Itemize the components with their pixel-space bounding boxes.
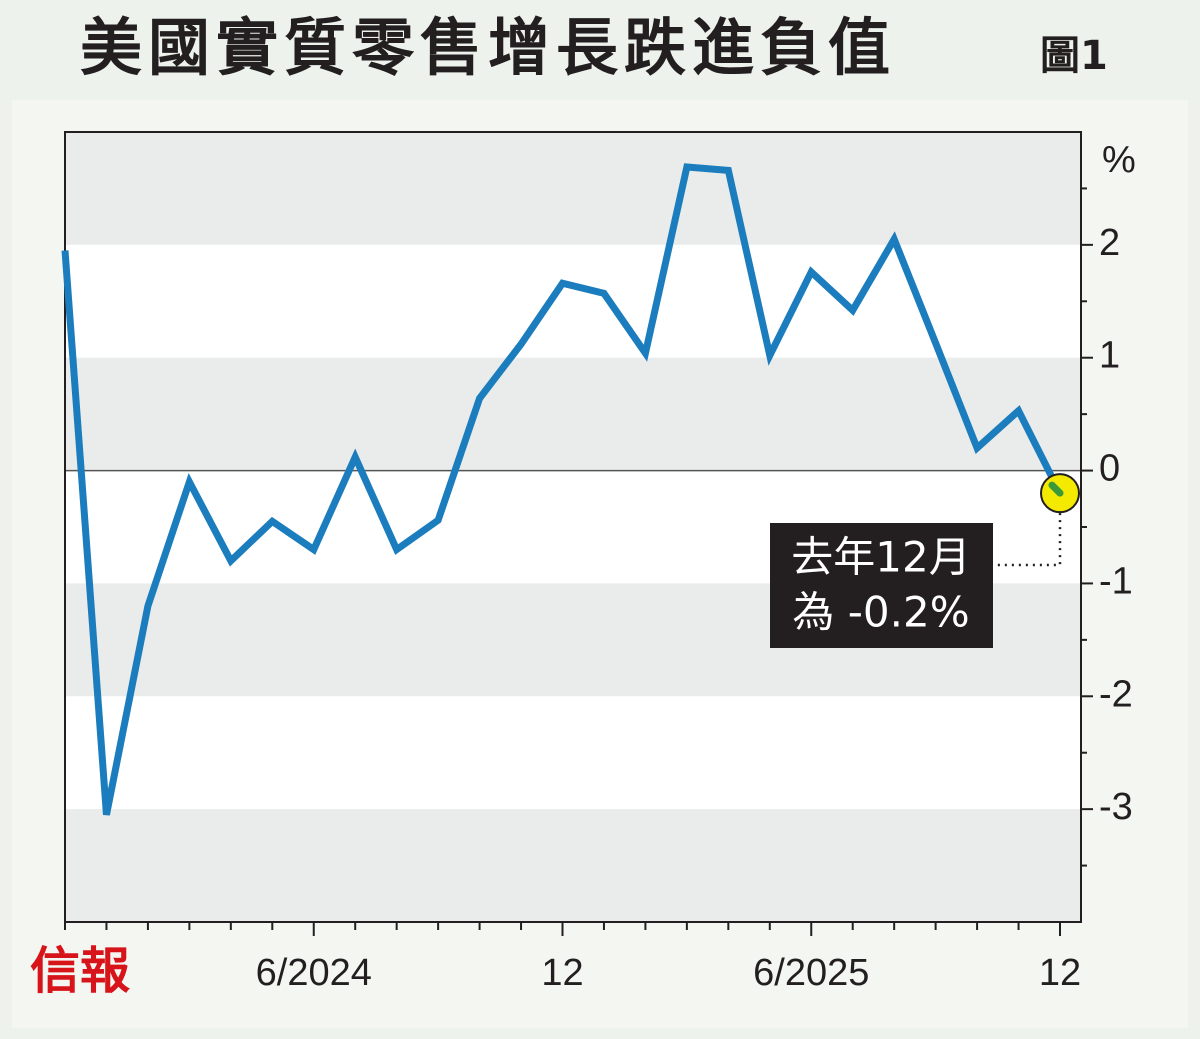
band — [65, 357, 1081, 471]
annotation-text: 去年12月 — [791, 533, 970, 582]
annotation-text: 為 -0.2% — [792, 588, 969, 637]
x-tick-label: 12 — [541, 952, 583, 994]
band — [65, 244, 1081, 358]
band — [65, 132, 1081, 245]
plot-frame — [64, 131, 1082, 923]
y-tick-label: 2 — [1099, 222, 1120, 264]
y-tick-label: -1 — [1099, 560, 1133, 602]
band — [65, 696, 1081, 810]
series-line — [61, 163, 1064, 816]
x-tick-label: 6/2024 — [256, 952, 372, 994]
chart-title: 美國實質零售增長跌進負值 — [80, 11, 896, 84]
y-unit: % — [1102, 139, 1136, 181]
highlight-end — [1048, 481, 1064, 497]
source-logo: 信報 — [30, 941, 130, 1000]
y-tick-label: -3 — [1099, 786, 1133, 828]
y-tick-label: -2 — [1099, 673, 1133, 715]
y-tick-label: 1 — [1099, 335, 1120, 377]
band — [65, 809, 1081, 922]
x-tick-label: 6/2025 — [753, 952, 869, 994]
figure-label: 圖1 — [1040, 33, 1108, 79]
annotation-box — [770, 523, 993, 648]
x-tick-label: 12 — [1039, 952, 1081, 994]
y-tick-label: 0 — [1099, 448, 1120, 490]
